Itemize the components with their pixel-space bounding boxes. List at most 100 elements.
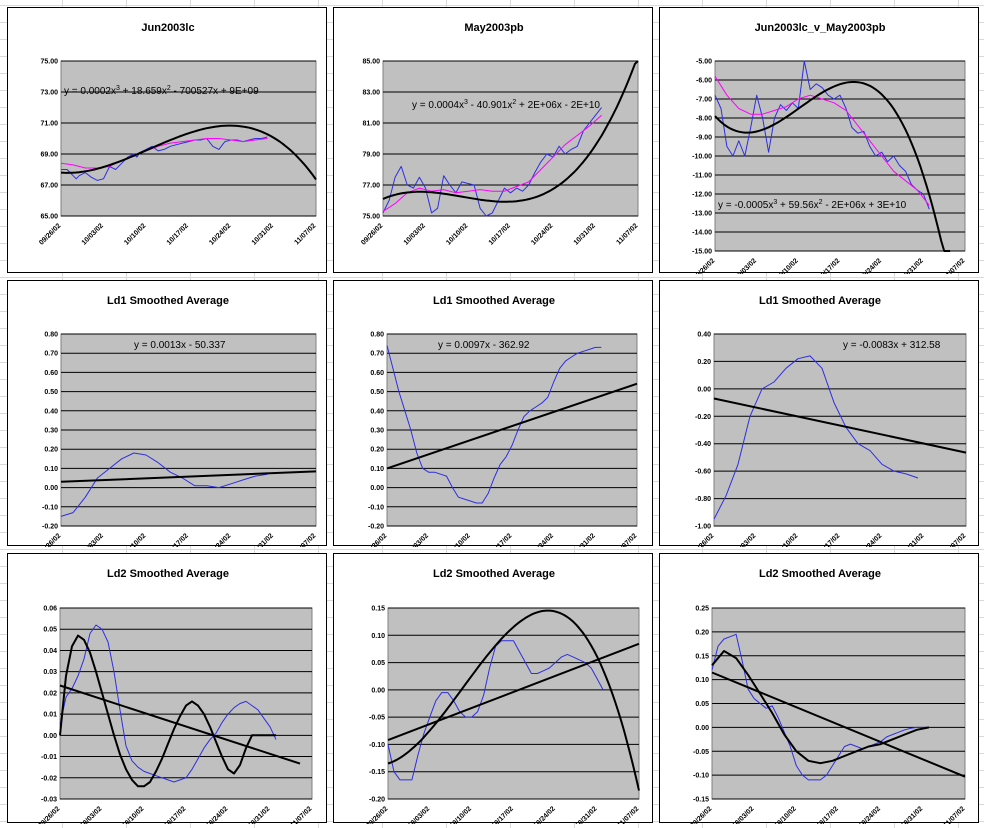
y-tick-label: 0.70 [370,351,384,358]
trendline-equation: y = 0.0097x - 362.92 [438,340,530,351]
y-tick-label: -6.00 [696,78,712,85]
chart-svg: Ld2 Smoothed Average 0.25 0.20 0.15 0.10 0.05… [689,568,966,824]
chart-panel-ld2-b[interactable]: Ld2 Smoothed Average 0.15 0.10 0.05 0.00 -0.0… [333,553,653,824]
plot-area [713,333,967,527]
y-tick-label: -7.00 [696,97,712,104]
trendline [386,382,638,470]
y-tick-label: 0.20 [44,447,58,454]
chart-panel-ld2-a[interactable]: Ld2 Smoothed Average 0.06 0.05 0.04 0.03 0.02… [7,553,327,824]
x-tick-label: 10/31/02 [573,532,597,547]
trendline-equation: y = 0.0002x3 + 18.659x2 - 700527x + 9E+0… [64,85,259,97]
x-tick-label: 11/07/02 [616,805,640,824]
x-tick-label: 11/07/02 [289,805,313,824]
x-tick-label: 11/07/02 [943,532,967,547]
y-tick-label: 0.60 [44,370,58,377]
trendline [387,642,640,742]
chart-svg: May2003pb 85.00 83.00 81.00 79.00 77.00 75.000… [360,22,639,247]
y-tick-label: -9.00 [696,135,712,142]
y-tick-label: 0.15 [371,606,385,613]
y-tick-label: 0.10 [695,677,709,684]
x-tick-label: 09/26/02 [689,805,713,824]
y-tick-label: 75.00 [40,59,58,66]
y-tick-label: 0.05 [695,701,709,708]
series-line-blue [59,624,277,783]
y-tick-label: 0.40 [370,408,384,415]
x-tick-label: 11/07/02 [615,222,639,246]
y-tick-label: -0.20 [369,797,385,804]
y-tick-label: 0.02 [43,690,57,697]
chart-svg: Ld2 Smoothed Average 0.15 0.10 0.05 0.00 -0.0… [365,568,640,824]
chart-title: May2003pb [464,22,524,34]
series-line-blue [711,633,929,781]
y-tick-label: 0.00 [697,386,711,393]
y-tick-label: -0.40 [695,441,711,448]
chart-panel-jun2003lc[interactable]: Jun2003lc 75.00 73.00 71.00 69.00 67.00 65.00 0… [7,7,327,273]
chart-panel-ld1-a[interactable]: Ld1 Smoothed Average 0.80 0.70 0.60 0.50 0.40… [7,280,327,547]
chart-svg: Jun2003lc_v_May2003pb -5.00 -6.00 -7.00 -8.0… [692,22,966,274]
y-tick-label: 0.30 [370,428,384,435]
chart-title: Ld2 Smoothed Average [759,568,881,580]
chart-panel-may2003pb[interactable]: May2003pb 85.00 83.00 81.00 79.00 77.00 75.00 0… [333,7,653,273]
y-tick-label: -0.20 [42,524,58,531]
y-tick-label: 0.06 [43,606,57,613]
series-line-blue [386,345,602,504]
y-tick-label: 0.00 [371,687,385,694]
x-tick-label: 11/07/02 [293,532,317,547]
trendline [60,124,317,181]
plot-area [387,607,640,800]
trendline [59,684,301,765]
y-tick-label: -0.10 [369,742,385,749]
trendline [714,81,951,252]
x-tick-label: 10/24/02 [858,805,882,824]
y-tick-label: 0.00 [44,485,58,492]
y-tick-label: 0.00 [370,485,384,492]
y-tick-label: -8.00 [696,116,712,123]
y-tick-label: 0.20 [697,359,711,366]
x-tick-label: 10/10/02 [445,222,469,246]
y-tick-label: 0.80 [370,332,384,339]
plot-area [59,607,313,800]
y-tick-label: 0.10 [44,466,58,473]
x-tick-label: 10/03/02 [407,805,431,824]
trendline [59,634,276,788]
chart-svg: Ld2 Smoothed Average 0.06 0.05 0.04 0.03 0.02… [37,568,313,824]
x-tick-label: 10/03/02 [79,805,103,824]
chart-svg: Ld1 Smoothed Average 0.80 0.70 0.60 0.50 0.40… [364,295,638,547]
x-tick-label: 10/31/02 [251,532,275,547]
y-tick-label: -13.00 [692,211,712,218]
chart-panel-ld1-b[interactable]: Ld1 Smoothed Average 0.80 0.70 0.60 0.50 0.40… [333,280,653,547]
x-tick-label: 10/31/02 [247,805,271,824]
x-tick-label: 11/07/02 [942,257,966,274]
y-tick-label: -10.00 [692,154,712,161]
trendline-equation: y = -0.0083x + 312.58 [843,340,941,351]
y-tick-label: -0.02 [41,775,57,782]
y-tick-label: 83.00 [362,90,380,97]
chart-title: Ld1 Smoothed Average [107,295,229,307]
chart-panel-ld1-c[interactable]: Ld1 Smoothed Average 0.40 0.20 0.00 -0.20 -0.… [659,280,979,547]
y-tick-label: 0.60 [370,370,384,377]
x-tick-label: 10/17/02 [489,532,513,547]
trendline-equation: y = -0.0005x3 + 59.56x2 - 2E+06x + 3E+10 [718,199,907,211]
y-tick-label: -0.20 [368,524,384,531]
x-tick-label: 10/17/02 [488,222,512,246]
y-tick-label: 0.25 [695,606,709,613]
x-tick-label: 10/24/02 [531,532,555,547]
x-tick-label: 09/26/02 [360,222,384,246]
chart-panel-ld2-c[interactable]: Ld2 Smoothed Average 0.25 0.20 0.15 0.10 0.05… [659,553,979,824]
y-tick-label: -5.00 [696,59,712,66]
x-tick-label: 10/10/02 [774,805,798,824]
y-tick-label: 0.50 [44,389,58,396]
x-tick-label: 10/10/02 [123,222,147,246]
x-tick-label: 09/26/02 [38,532,62,547]
x-tick-label: 10/10/02 [775,532,799,547]
x-tick-label: 10/17/02 [163,805,187,824]
y-tick-label: 0.00 [695,725,709,732]
y-tick-label: -0.10 [693,773,709,780]
y-tick-label: 73.00 [40,90,58,97]
chart-title: Ld1 Smoothed Average [433,295,555,307]
x-tick-label: 10/17/02 [166,222,190,246]
chart-panel-jun-v-may[interactable]: Jun2003lc_v_May2003pb -5.00 -6.00 -7.00 -8.0… [659,7,979,274]
y-tick-label: -0.15 [369,769,385,776]
x-tick-label: 10/10/02 [123,532,147,547]
x-tick-label: 10/03/02 [81,532,105,547]
